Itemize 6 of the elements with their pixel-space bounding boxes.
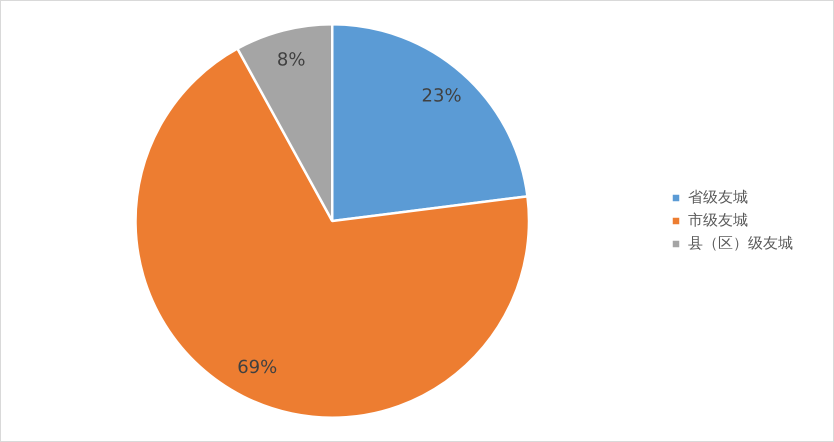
data-label: 23% xyxy=(422,86,462,107)
data-label: 69% xyxy=(237,356,278,378)
legend-label: 省级友城 xyxy=(688,188,748,206)
legend-label: 县（区）级友城 xyxy=(688,234,793,252)
data-label: 8% xyxy=(276,50,306,71)
legend-label: 市级友城 xyxy=(688,210,748,229)
